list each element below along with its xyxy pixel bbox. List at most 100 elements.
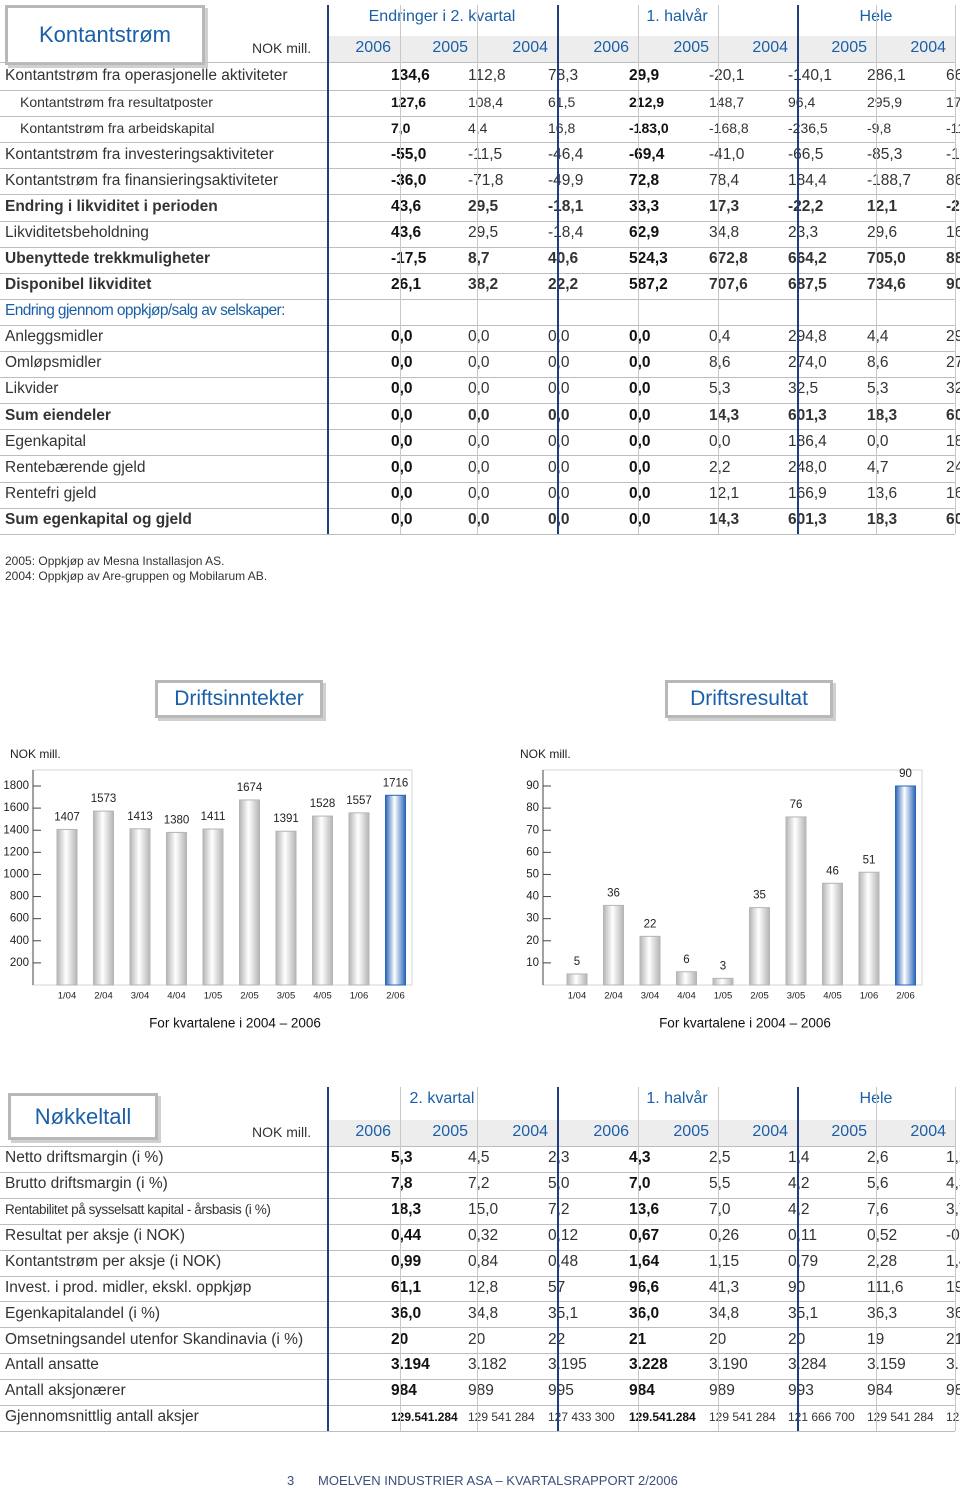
- y-tick-label: 1000: [3, 868, 29, 880]
- cell-value: 0,52: [867, 1226, 898, 1244]
- cell-value: 1,15: [709, 1252, 740, 1270]
- column-divider: [955, 5, 956, 534]
- year-header: 2005: [673, 39, 709, 56]
- value-label: 51: [863, 854, 876, 866]
- cell-value: 8,6: [867, 354, 889, 372]
- x-tick-label: 4/05: [823, 991, 842, 1002]
- cell-value: 148,7: [709, 94, 745, 111]
- cell-value: 20: [468, 1332, 485, 1348]
- cell-value: 7,0: [629, 1175, 651, 1193]
- cell-value: 989: [468, 1382, 494, 1400]
- cell-value: 601,3: [788, 510, 827, 528]
- x-tick-label: 2/06: [386, 991, 405, 1002]
- cell-value: 705,0: [867, 249, 906, 267]
- cell-value: 248,0: [946, 458, 960, 476]
- cell-value: 12,1: [709, 484, 740, 502]
- cell-value: 186,4: [946, 432, 960, 450]
- cell-value: 36,0: [391, 1304, 422, 1322]
- cell-value: 587,2: [629, 276, 668, 294]
- row-label: Antall aksjonærer: [5, 1382, 126, 1400]
- cell-value: 7,0: [709, 1201, 731, 1219]
- column-divider: [638, 5, 639, 534]
- cell-value: 5,3: [709, 380, 731, 398]
- cell-value: 0,0: [468, 458, 490, 476]
- bar: [822, 882, 843, 986]
- y-tick-label: 60: [526, 846, 539, 858]
- cell-value: 993: [788, 1382, 814, 1400]
- value-label: 22: [644, 918, 657, 930]
- row-label: Omløpsmidler: [5, 354, 102, 372]
- page-number: 3: [287, 1472, 295, 1488]
- cell-value: 2,2: [709, 458, 731, 476]
- value-label: 3: [720, 960, 726, 972]
- y-tick-label: 20: [526, 935, 539, 947]
- cell-value: 127 433 300: [548, 1410, 615, 1424]
- cell-value: 0,0: [629, 510, 651, 528]
- year-header: 2006: [593, 1123, 629, 1140]
- bar: [639, 935, 661, 986]
- cell-value: 199: [946, 1278, 960, 1296]
- cell-value: 134,6: [391, 67, 430, 85]
- cell-value: 17,3: [709, 197, 740, 215]
- bar: [749, 907, 770, 986]
- table-title: Kontantstrøm: [5, 5, 205, 65]
- cell-value: 0,0: [629, 328, 651, 346]
- row-label: Kontantstrøm fra arbeidskapital: [20, 120, 215, 137]
- cell-value: 3.228: [629, 1356, 668, 1374]
- value-label: 1573: [91, 793, 117, 805]
- cell-value: -18,1: [548, 197, 584, 215]
- cell-value: 121 666 700: [788, 1410, 855, 1424]
- x-axis-label: For kvartalene i 2004 – 2006: [659, 1016, 831, 1031]
- row-line: [0, 533, 955, 535]
- cell-value: 0,0: [629, 406, 651, 424]
- cell-value: 16,8: [548, 120, 576, 137]
- cell-value: 166,9: [946, 484, 960, 502]
- column-divider: [477, 1087, 478, 1431]
- cell-value: 3.182: [468, 1356, 507, 1374]
- cell-value: 0,0: [468, 354, 490, 372]
- footer-text: MOELVEN INDUSTRIER ASA – KVARTALSRAPPORT…: [318, 1472, 678, 1488]
- column-divider: [638, 1087, 639, 1431]
- cell-value: 21: [946, 1330, 960, 1348]
- cell-value: 0,0: [629, 458, 651, 476]
- value-label: 1380: [164, 814, 190, 826]
- year-header: 2005: [831, 39, 867, 56]
- y-tick-label: 600: [10, 913, 29, 925]
- cell-value: 2,6: [867, 1149, 889, 1167]
- row-label: Rentefri gjeld: [5, 484, 97, 502]
- cell-value: -140,1: [788, 67, 832, 85]
- cell-value: 0,0: [468, 328, 490, 346]
- column-divider: [400, 1087, 401, 1431]
- cell-value: 0,0: [867, 432, 889, 450]
- y-tick-label: 50: [526, 868, 539, 880]
- cell-value: -11,5: [468, 145, 503, 163]
- y-tick-label: 70: [526, 824, 539, 836]
- cell-value: 72,8: [629, 171, 660, 189]
- header-band: [327, 1120, 955, 1146]
- cell-value: 22: [548, 1332, 565, 1348]
- cell-value: 62,9: [629, 223, 660, 241]
- cell-value: 672,8: [709, 249, 748, 267]
- cell-value: 0,0: [629, 380, 651, 398]
- cell-value: 8,6: [709, 354, 731, 372]
- cell-value: 7,2: [468, 1175, 490, 1193]
- bar: [129, 828, 151, 986]
- cell-value: 12,8: [468, 1278, 499, 1296]
- y-tick-label: 400: [10, 935, 29, 947]
- column-divider: [876, 1087, 877, 1431]
- header-band: [327, 36, 955, 62]
- cell-value: -55,0: [391, 145, 427, 163]
- unit-label: NOK mill.: [10, 747, 61, 761]
- cell-value: 78,3: [548, 67, 579, 85]
- y-tick-label: 40: [526, 891, 539, 903]
- row-label: Rentabilitet på sysselsatt kapital - års…: [5, 1202, 271, 1218]
- cell-value: 3.190: [709, 1356, 748, 1374]
- cell-value: 4,4: [867, 328, 889, 346]
- value-label: 1716: [383, 777, 409, 789]
- cell-value: 23,3: [788, 223, 819, 241]
- cell-value: 0,79: [788, 1252, 819, 1270]
- row-label: Omsetningsandel utenfor Skandinavia (i %…: [5, 1330, 304, 1348]
- bar: [202, 828, 224, 986]
- cell-value: 129.541.284: [391, 1410, 458, 1424]
